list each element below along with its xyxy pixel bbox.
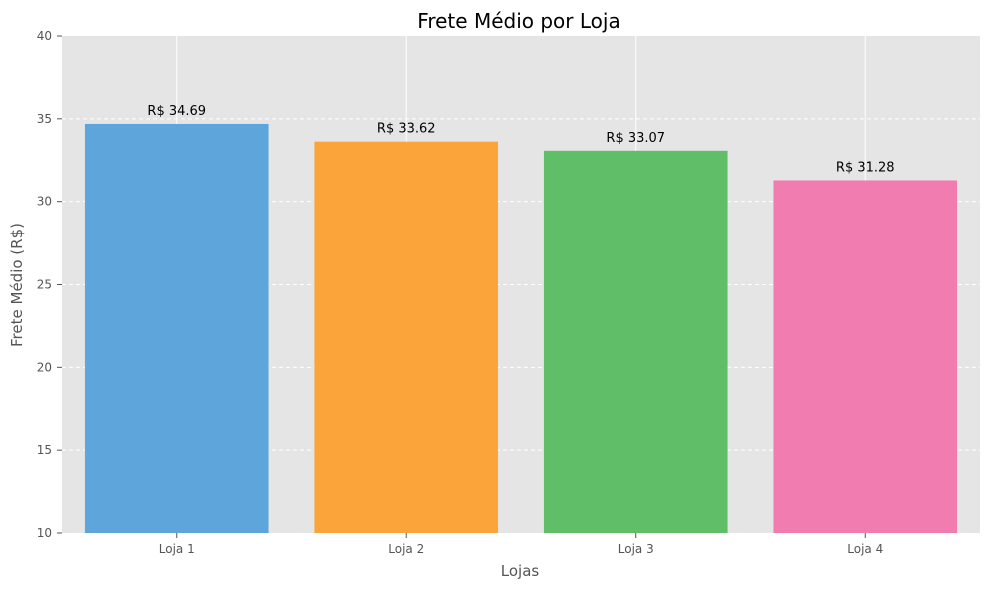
data-label-2: R$ 33.62 bbox=[377, 122, 436, 137]
y-tick-label: 25 bbox=[37, 278, 52, 292]
x-tick-label: Loja 1 bbox=[159, 542, 195, 556]
data-label-3: R$ 33.07 bbox=[606, 131, 665, 146]
data-labels: R$ 34.69 R$ 33.62 R$ 33.07 R$ 31.28 bbox=[147, 104, 894, 175]
y-tick-label: 10 bbox=[37, 526, 52, 540]
x-tick-label: Loja 2 bbox=[388, 542, 424, 556]
x-tick-label: Loja 3 bbox=[618, 542, 654, 556]
chart-title: Frete Médio por Loja bbox=[417, 9, 620, 33]
y-tick-label: 40 bbox=[37, 29, 52, 43]
bar-3 bbox=[543, 150, 728, 533]
data-label-4: R$ 31.28 bbox=[836, 160, 895, 175]
y-tick-label: 30 bbox=[37, 195, 52, 209]
y-tick-label: 15 bbox=[37, 443, 52, 457]
y-tick-label: 20 bbox=[37, 360, 52, 374]
data-label-1: R$ 34.69 bbox=[147, 104, 206, 119]
bar-1 bbox=[84, 123, 269, 534]
x-axis: Loja 1 Loja 2 Loja 3 Loja 4 bbox=[159, 533, 883, 556]
bar-2 bbox=[314, 141, 499, 534]
y-axis-label: Frete Médio (R$) bbox=[8, 223, 26, 347]
bars bbox=[84, 123, 958, 534]
y-axis: 10 15 20 25 30 35 40 bbox=[37, 29, 62, 540]
bar-4 bbox=[773, 180, 958, 533]
y-tick-label: 35 bbox=[37, 112, 52, 126]
x-axis-label: Lojas bbox=[501, 562, 540, 580]
x-tick-label: Loja 4 bbox=[847, 542, 883, 556]
